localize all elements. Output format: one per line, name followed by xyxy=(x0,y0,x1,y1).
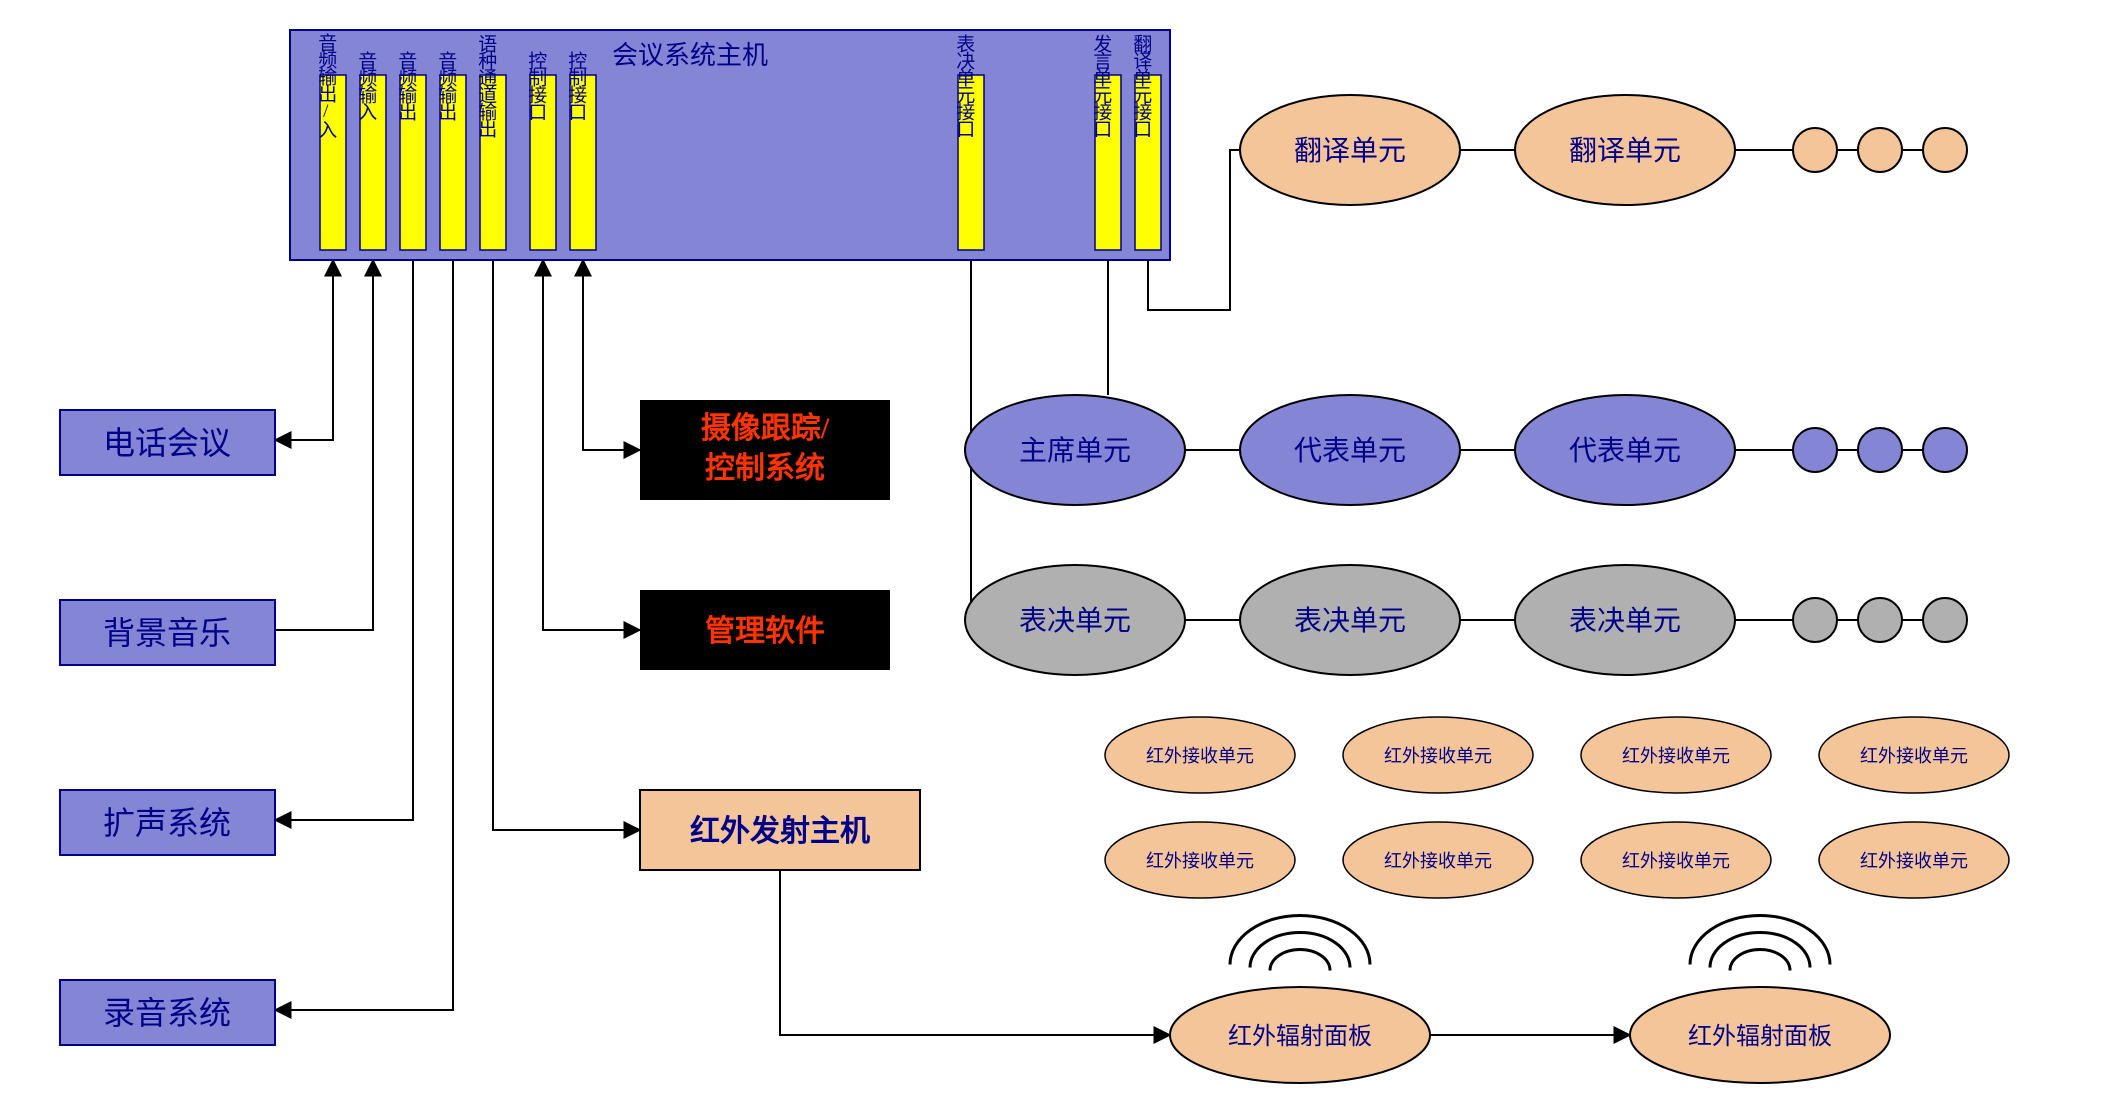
pa-system-label: 扩声系统 xyxy=(103,805,231,841)
vote-unit-dot xyxy=(1793,598,1837,642)
speak-unit-dot xyxy=(1793,428,1837,472)
wireless-icon xyxy=(1730,950,1790,971)
edge-line xyxy=(493,260,640,830)
vote-unit-label: 表决单元 xyxy=(1569,605,1681,637)
phone-conf-label: 电话会议 xyxy=(103,425,231,461)
translate-unit-label: 翻译单元 xyxy=(1569,135,1681,167)
host-port-label: 语种通道输出 xyxy=(475,34,497,138)
edge-line xyxy=(275,260,373,630)
speak-unit-dot xyxy=(1923,428,1967,472)
vote-unit-label: 表决单元 xyxy=(1294,605,1406,637)
vote-unit-dot xyxy=(1858,598,1902,642)
camera-ctrl-label1: 摄像跟踪/ xyxy=(701,412,830,445)
host-port-label: 音频输出/入 xyxy=(315,33,337,138)
vote-unit-dot xyxy=(1923,598,1967,642)
ir-receiver-label: 红外接收单元 xyxy=(1384,746,1492,766)
edge-line xyxy=(583,260,640,450)
edge-line xyxy=(275,260,453,1010)
ir-panel-label: 红外辐射面板 xyxy=(1688,1023,1832,1050)
host-port-label: 音频输出 xyxy=(435,51,457,121)
vote-unit-label: 表决单元 xyxy=(1019,605,1131,637)
speak-unit-dot xyxy=(1858,428,1902,472)
edge-line xyxy=(543,260,640,630)
ir-receiver-label: 红外接收单元 xyxy=(1860,851,1968,871)
host-port-label: 音频输出 xyxy=(395,51,417,121)
ir-receiver-label: 红外接收单元 xyxy=(1146,746,1254,766)
ir-receiver-label: 红外接收单元 xyxy=(1146,851,1254,871)
mgmt-sw-label: 管理软件 xyxy=(705,615,825,648)
ir-tx-host-label: 红外发射主机 xyxy=(690,815,870,848)
translate-unit-label: 翻译单元 xyxy=(1294,135,1406,167)
speak-unit-label: 主席单元 xyxy=(1019,435,1131,467)
bg-music-label: 背景音乐 xyxy=(103,615,231,651)
ir-receiver-label: 红外接收单元 xyxy=(1860,746,1968,766)
host-port-label: 发言单元接口 xyxy=(1090,34,1112,138)
translate-unit-dot xyxy=(1793,128,1837,172)
speak-unit-label: 代表单元 xyxy=(1569,435,1681,467)
ir-receiver-label: 红外接收单元 xyxy=(1622,851,1730,871)
conference-system-diagram: 会议系统主机音频输出/入音频输入音频输出音频输出语种通道输出控制接口控制接口表决… xyxy=(0,0,2113,1099)
host-port-label: 控制接口 xyxy=(525,51,547,121)
recording-label: 录音系统 xyxy=(103,995,231,1031)
ir-panel-label: 红外辐射面板 xyxy=(1228,1023,1372,1050)
host-title: 会议系统主机 xyxy=(612,41,768,70)
wireless-icon xyxy=(1270,950,1330,971)
host-port-label: 表决单元接口 xyxy=(953,34,975,138)
host-port-label: 翻译单元接口 xyxy=(1130,34,1152,138)
ir-receiver-label: 红外接收单元 xyxy=(1384,851,1492,871)
edge-line xyxy=(275,260,413,820)
edge-line xyxy=(275,260,333,440)
ir-receiver-label: 红外接收单元 xyxy=(1622,746,1730,766)
host-port-label: 控制接口 xyxy=(565,51,587,121)
translate-unit-dot xyxy=(1858,128,1902,172)
edge-line xyxy=(780,870,1170,1035)
host-port-label: 音频输入 xyxy=(355,51,377,120)
translate-unit-dot xyxy=(1923,128,1967,172)
camera-ctrl-label2: 控制系统 xyxy=(705,451,825,485)
speak-unit-label: 代表单元 xyxy=(1294,435,1406,467)
